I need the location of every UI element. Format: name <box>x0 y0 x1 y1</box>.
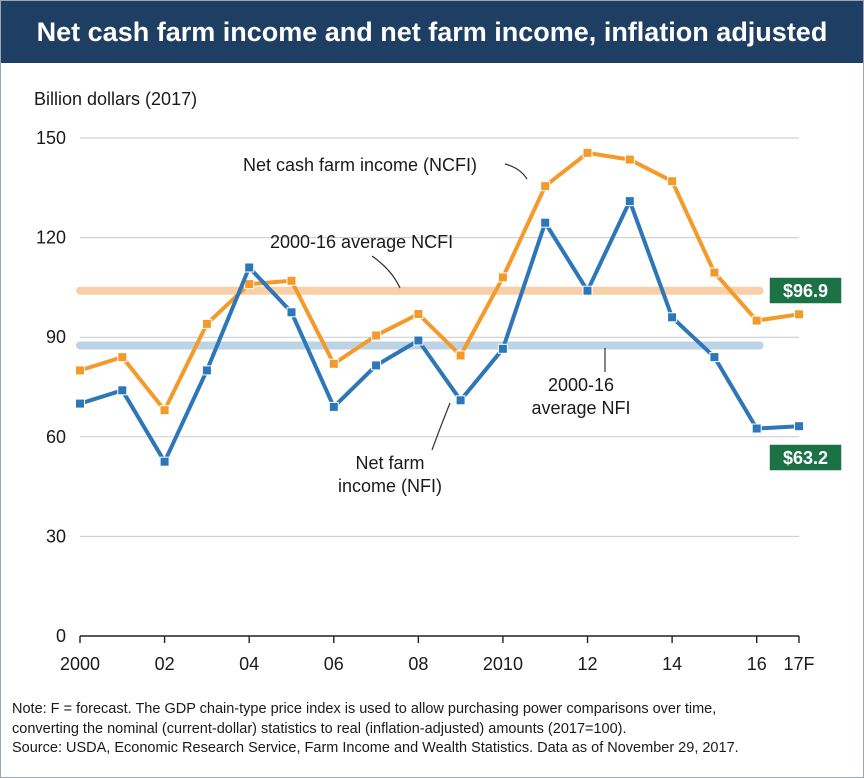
nfi-data-point <box>159 456 170 467</box>
nfi-data-point <box>244 262 255 273</box>
y-tick-label: 150 <box>36 128 66 148</box>
nfi-average-label-line1: 2000-16 <box>548 375 614 395</box>
x-tick-label: 12 <box>578 654 598 674</box>
note-line-2: converting the nominal (current-dollar) … <box>12 720 627 737</box>
ncfi-data-point <box>540 181 551 192</box>
x-tick-label: 02 <box>155 654 175 674</box>
nfi-data-point <box>582 285 593 296</box>
ncfi-end-value: $96.9 <box>783 281 828 301</box>
y-tick-label: 120 <box>36 228 66 248</box>
ncfi-data-point <box>117 352 128 363</box>
ncfi-series-label: Net cash farm income (NCFI) <box>243 155 477 175</box>
y-tick-labels: 0 30 60 90 120 150 <box>36 128 66 646</box>
nfi-data-point <box>497 343 508 354</box>
y-tick-label: 90 <box>46 327 66 347</box>
ncfi-data-point <box>709 267 720 278</box>
ncfi-data-point <box>455 350 466 361</box>
x-tick-label: 16 <box>747 654 767 674</box>
ncfi-label-leader <box>504 163 528 180</box>
nfi-data-point <box>751 423 762 434</box>
ncfi-data-point <box>794 309 804 320</box>
nfi-data-point <box>455 395 466 406</box>
x-tick-label: 04 <box>239 654 259 674</box>
ncfi-data-point <box>201 318 212 329</box>
ncfi-data-point <box>371 330 382 341</box>
nfi-average-label-line2: average NFI <box>531 398 630 418</box>
y-tick-label: 30 <box>46 526 66 546</box>
nfi-data-point <box>624 196 635 207</box>
ncfi-data-point <box>159 405 170 416</box>
source-line: Source: USDA, Economic Research Service,… <box>12 740 739 756</box>
grid <box>80 137 799 637</box>
ncfi-data-point <box>244 279 255 290</box>
nfi-series-label-line1: Net farm <box>355 453 424 473</box>
nfi-data-point <box>667 312 678 323</box>
ncfi-series-line <box>79 150 800 413</box>
x-tick-label: 06 <box>324 654 344 674</box>
nfi-data-point <box>709 352 720 363</box>
nfi-data-point <box>413 335 424 346</box>
nfi-data-point <box>117 385 128 396</box>
ncfi-data-point <box>751 315 762 326</box>
series-group <box>75 147 804 467</box>
nfi-data-point <box>75 398 85 409</box>
ncfi-data-point <box>624 154 635 165</box>
nfi-data-point <box>201 365 212 376</box>
nfi-end-value: $63.2 <box>783 448 828 468</box>
nfi-data-point <box>540 217 551 228</box>
x-tick-labels: 2000 02 04 06 08 2010 12 14 16 17F <box>60 636 815 674</box>
nfi-label-leader <box>431 402 451 451</box>
nfi-data-point <box>328 401 339 412</box>
title-bar: Net cash farm income and net farm income… <box>1 1 863 63</box>
nfi-series-label-line2: income (NFI) <box>338 476 442 496</box>
ncfi-data-point <box>497 272 508 283</box>
x-tick-label: 08 <box>408 654 428 674</box>
x-tick-label: 14 <box>662 654 682 674</box>
y-tick-label: 0 <box>56 626 66 646</box>
note-line-1: Note: F = forecast. The GDP chain-type p… <box>12 701 717 717</box>
y-tick-label: 60 <box>46 427 66 447</box>
ncfi-data-point <box>413 309 424 319</box>
ncfi-data-point <box>75 365 85 376</box>
ncfi-data-point <box>667 176 678 187</box>
nfi-data-point <box>794 421 804 432</box>
x-tick-label: 2000 <box>60 654 100 674</box>
nfi-data-point <box>286 307 297 318</box>
y-axis-label: Billion dollars (2017) <box>34 89 197 109</box>
nfi-data-point <box>371 360 382 371</box>
ncfi-average-leader <box>371 255 401 289</box>
ncfi-average-label: 2000-16 average NCFI <box>270 232 453 252</box>
ncfi-data-point <box>286 275 297 286</box>
notes-block: Note: F = forecast. The GDP chain-type p… <box>12 700 852 759</box>
x-tick-label: 2010 <box>483 654 523 674</box>
x-tick-label: 17F <box>783 654 814 674</box>
ncfi-end-value-badge: $96.9 <box>768 276 843 305</box>
chart-title: Net cash farm income and net farm income… <box>36 17 828 47</box>
nfi-series-line <box>79 199 800 464</box>
ncfi-data-point <box>328 358 339 369</box>
ncfi-data-point <box>582 147 593 158</box>
nfi-end-value-badge: $63.2 <box>768 443 843 472</box>
